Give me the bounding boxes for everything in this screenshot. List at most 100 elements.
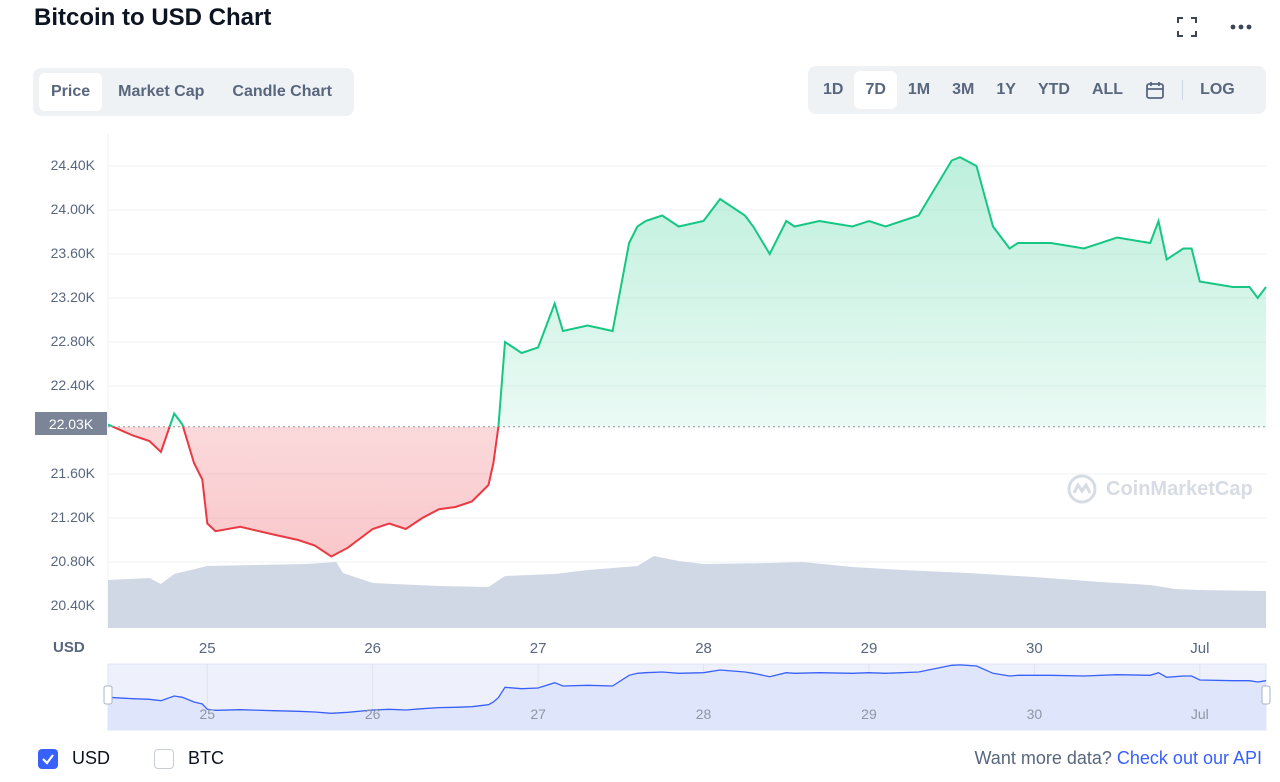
checkbox-unchecked-icon[interactable] [154, 748, 174, 769]
price-point [562, 330, 564, 332]
price-point [1257, 297, 1259, 299]
price-point [851, 226, 853, 228]
range-1d[interactable]: 1D [823, 81, 844, 98]
price-point [504, 341, 506, 343]
current-price-badge: 22.03K [35, 412, 107, 435]
price-point [1191, 248, 1193, 250]
x-tick-label: 30 [1026, 640, 1043, 657]
price-point [1050, 242, 1052, 244]
price-point [1199, 281, 1201, 283]
price-point [438, 508, 440, 510]
price-point [992, 226, 994, 228]
y-tick-label: 20.80K [50, 553, 95, 569]
price-point [372, 528, 374, 530]
price-point [537, 347, 539, 349]
checkbox-checked-icon[interactable] [38, 748, 58, 769]
range-1y[interactable]: 1Y [996, 81, 1016, 98]
chart-type-tabs: Price Market Cap Candle Chart [33, 68, 354, 116]
price-chart[interactable] [0, 0, 1280, 660]
price-point [405, 528, 407, 530]
y-tick-label: 22.40K [50, 377, 95, 393]
more-options-icon[interactable] [1228, 14, 1254, 40]
legend-btc-label: BTC [188, 748, 224, 768]
y-tick-label: 21.20K [50, 509, 95, 525]
range-all[interactable]: ALL [1091, 81, 1124, 98]
chart-toolbar [1174, 14, 1254, 40]
price-point [193, 462, 195, 464]
price-point [1017, 242, 1019, 244]
price-point [148, 440, 150, 442]
price-point [1232, 286, 1234, 288]
price-point [314, 545, 316, 547]
price-point [785, 220, 787, 222]
price-point [1166, 259, 1168, 261]
y-tick-label: 20.40K [50, 597, 95, 613]
price-point [1265, 286, 1267, 288]
price-point [959, 156, 961, 158]
navigator-line [107, 664, 1267, 714]
price-point [818, 220, 820, 222]
price-point [1116, 237, 1118, 239]
calendar-icon[interactable] [1134, 71, 1176, 109]
navigator-tick-label: 28 [695, 706, 712, 722]
legend-usd-label: USD [72, 748, 111, 768]
time-range-selector: 1D 7D 1M 3M 1Y YTD ALL LOG [808, 66, 1266, 114]
y-axis-unit: USD [53, 639, 85, 656]
range-3m[interactable]: 3M [952, 81, 975, 98]
price-point [347, 547, 349, 549]
y-tick-label: 23.20K [50, 289, 95, 305]
price-point [1182, 248, 1184, 250]
price-line-down [110, 426, 500, 558]
price-point [330, 556, 332, 558]
volume-area [108, 556, 1266, 628]
fullscreen-icon[interactable] [1174, 14, 1200, 40]
price-point [951, 160, 953, 162]
navigator-tick-label: 27 [530, 706, 546, 722]
api-link[interactable]: Check out our API [1116, 748, 1262, 768]
navigator-tick-label: 26 [364, 706, 381, 722]
price-point [1009, 248, 1011, 250]
price-point [645, 220, 647, 222]
navigator-handle-left[interactable] [103, 685, 113, 705]
price-point [794, 226, 796, 228]
range-divider [1182, 80, 1184, 100]
price-point [661, 215, 663, 217]
tab-price[interactable]: Price [39, 73, 103, 111]
navigator-handle-right[interactable] [1261, 685, 1271, 705]
range-7d[interactable]: 7D [854, 71, 897, 109]
navigator-tick-label: 30 [1026, 706, 1043, 722]
price-point [554, 303, 556, 305]
x-tick-label: 26 [364, 640, 382, 657]
watermark-text: CoinMarketCap [1106, 477, 1253, 500]
x-tick-label: 28 [695, 640, 712, 657]
price-point [752, 226, 754, 228]
legend-usd[interactable]: USD [38, 748, 110, 769]
coinmarketcap-watermark: CoinMarketCap [1066, 473, 1253, 505]
price-point [272, 534, 274, 536]
price-point [1149, 242, 1151, 244]
price-point [206, 523, 208, 525]
price-point [421, 517, 423, 519]
price-point [107, 424, 109, 426]
navigator-tick-label: 29 [861, 706, 877, 722]
log-scale-toggle[interactable]: LOG [1200, 81, 1235, 98]
range-navigator[interactable] [0, 660, 1280, 735]
price-point [703, 220, 705, 222]
price-point [976, 165, 978, 167]
range-ytd[interactable]: YTD [1037, 81, 1070, 98]
price-point [918, 215, 920, 217]
price-point [868, 220, 870, 222]
price-point [492, 462, 494, 464]
tab-candle-chart[interactable]: Candle Chart [232, 83, 332, 100]
tab-market-cap[interactable]: Market Cap [118, 83, 205, 100]
y-tick-label: 24.00K [50, 201, 95, 217]
price-point [885, 226, 887, 228]
legend-btc[interactable]: BTC [154, 748, 224, 769]
navigator-tick-label: Jul [1190, 706, 1209, 722]
price-point [173, 413, 175, 415]
range-1m[interactable]: 1M [907, 81, 931, 98]
x-tick-label: Jul [1190, 640, 1210, 657]
price-point [297, 539, 299, 541]
x-tick-label: 29 [860, 640, 878, 657]
price-point [744, 215, 746, 217]
